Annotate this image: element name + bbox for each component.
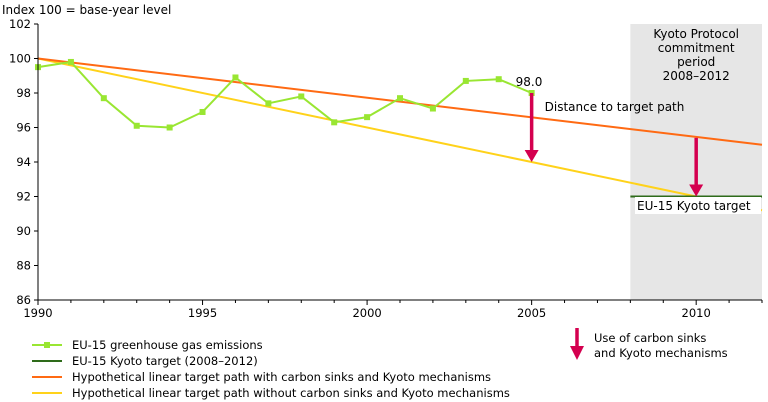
y-tick-label: 94	[16, 155, 31, 169]
emissions-point	[67, 58, 74, 65]
y-tick-label: 98	[16, 86, 31, 100]
y-tick-label: 100	[9, 52, 31, 66]
legend-label: EU-15 greenhouse gas emissions	[72, 338, 263, 352]
emissions-point	[495, 76, 502, 83]
x-tick-label: 1995	[188, 306, 217, 320]
emissions-point	[429, 105, 436, 112]
arrow-head	[689, 184, 704, 197]
arrow-legend-head	[570, 346, 584, 360]
last-value-label: 98.0	[516, 75, 543, 89]
emissions-point	[133, 122, 140, 129]
kyoto-period-label-line: Kyoto Protocol	[653, 27, 739, 41]
emissions-point	[265, 100, 272, 107]
emissions-point	[232, 74, 239, 81]
x-tick-label: 2005	[517, 306, 546, 320]
arrow-head	[524, 150, 539, 162]
emissions-point	[462, 77, 469, 84]
y-tick-label: 96	[16, 121, 31, 135]
y-tick-label: 88	[16, 259, 31, 273]
legend-label: Hypothetical linear target path without …	[72, 386, 510, 400]
distance-arrow	[524, 93, 539, 162]
kyoto-period-label: Kyoto Protocol commitment period 2008–2012	[653, 27, 739, 83]
arrow-legend-label: Use of carbon sinks	[594, 331, 706, 345]
target-label-bg	[635, 197, 761, 214]
target-arrow	[689, 137, 704, 197]
path-without-sinks-line	[37, 57, 763, 212]
y-tick-label: 90	[16, 224, 31, 238]
emissions-point	[100, 95, 107, 102]
arrow-legend-label: and Kyoto mechanisms	[594, 346, 728, 360]
kyoto-period-label-line: period	[677, 55, 715, 69]
x-tick-label: 2000	[352, 306, 381, 320]
x-tick-label: 1990	[23, 306, 52, 320]
emissions-point	[364, 114, 371, 121]
emissions-point	[298, 93, 305, 100]
legend: EU-15 greenhouse gas emissions EU-15 Kyot…	[32, 328, 728, 400]
kyoto-period-label-line: 2008–2012	[663, 69, 730, 83]
emissions-point	[331, 119, 338, 126]
kyoto-period-label-line: commitment	[658, 41, 735, 55]
legend-label: Hypothetical linear target path with car…	[72, 370, 491, 384]
legend-marker	[44, 342, 50, 348]
emissions-line	[37, 60, 533, 129]
y-tick-label: 86	[16, 293, 31, 307]
emissions-point	[166, 124, 173, 131]
emissions-point	[397, 95, 403, 102]
y-tick-label: 92	[16, 190, 31, 204]
target-label: EU-15 Kyoto target	[637, 199, 751, 213]
y-axis-label: Index 100 = base-year level	[2, 3, 171, 17]
x-tick-label: 2010	[682, 306, 711, 320]
y-tick-label: 102	[9, 17, 31, 31]
path-with-sinks-line	[37, 57, 763, 146]
distance-label: Distance to target path	[545, 100, 685, 114]
legend-label: EU-15 Kyoto target (2008–2012)	[72, 354, 258, 368]
emissions-point	[199, 108, 206, 115]
